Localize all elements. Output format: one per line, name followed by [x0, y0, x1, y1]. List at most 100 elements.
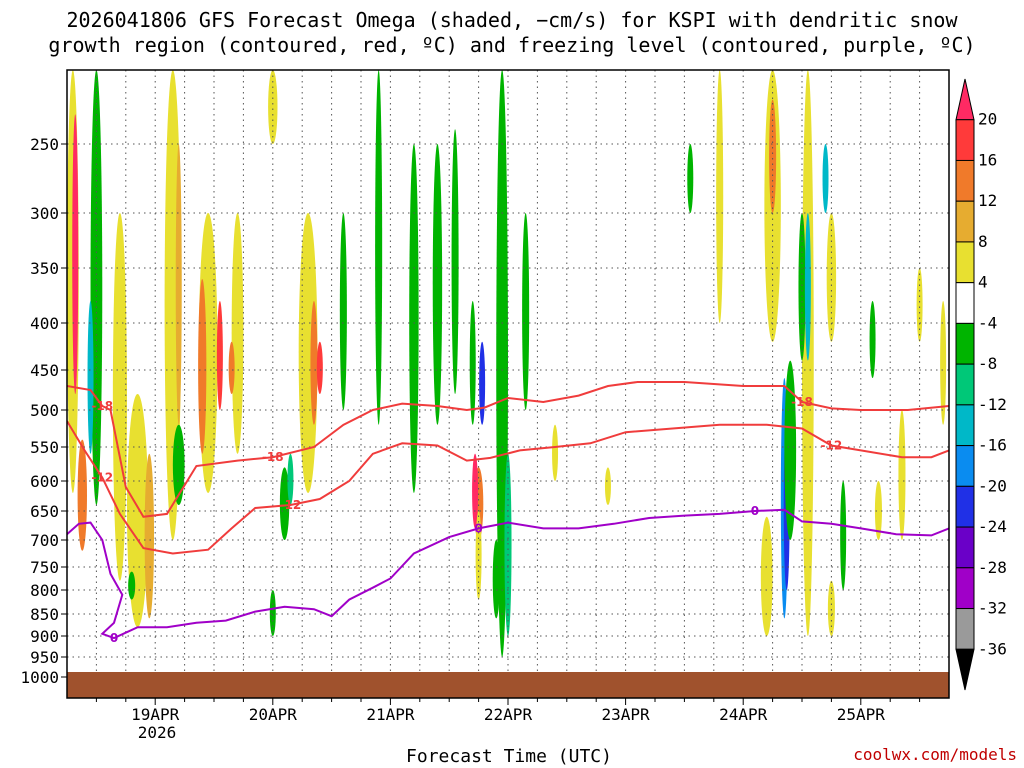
y-tick-label: 750 [30, 558, 59, 577]
omega-cell [339, 213, 347, 410]
y-tick-label: 950 [30, 648, 59, 667]
colorbar-swatch [955, 159, 975, 202]
omega-cell [269, 590, 276, 636]
omega-cell [898, 410, 906, 540]
y-tick-label: 1000 [20, 668, 59, 687]
omega-cell [268, 70, 278, 144]
colorbar-label: -32 [978, 599, 1007, 618]
omega-cell [827, 580, 835, 637]
colorbar-swatch [955, 485, 975, 528]
x-tick-label: 25APR [837, 705, 886, 724]
chart-title-line-2: growth region (contoured, red, ºC) and f… [48, 33, 975, 57]
x-axis-year-label: 2026 [138, 723, 177, 742]
omega-cell [504, 453, 512, 636]
y-tick-label: 850 [30, 605, 59, 624]
x-tick-label: 24APR [719, 705, 768, 724]
colorbar-label: 4 [978, 273, 988, 292]
x-axis: 19APR 20APR 21APR 22APR 23APR 24APR 25APR [95, 698, 921, 724]
contour-label--18: -18 [791, 395, 813, 409]
omega-cell [298, 213, 318, 493]
colorbar-swatch [955, 241, 975, 284]
omega-cell [112, 213, 127, 581]
x-tick-label: 23APR [602, 705, 651, 724]
colorbar-arrow-bottom [955, 648, 975, 691]
omega-cell [916, 268, 923, 342]
omega-cell [128, 571, 136, 600]
colorbar-swatch [955, 363, 975, 406]
omega-cell [172, 424, 185, 505]
omega-cell [784, 360, 797, 540]
omega-cell [77, 439, 87, 551]
omega-cell [310, 301, 318, 425]
omega-cell [279, 467, 290, 540]
omega-cell [451, 129, 459, 394]
colorbar-label: -8 [978, 354, 997, 373]
contour-label-0: 0 [751, 504, 759, 518]
omega-cell [826, 213, 837, 342]
colorbar-swatch [955, 526, 975, 569]
colorbar-label: 16 [978, 150, 997, 169]
y-tick-label: 300 [30, 204, 59, 223]
y-axis: 250 300 350 400 450 500 550 600 650 700 750 800 850 9… [20, 135, 67, 687]
omega-cell [126, 394, 149, 628]
y-tick-label: 900 [30, 627, 59, 646]
omega-cell [198, 279, 207, 454]
omega-cell [840, 481, 847, 590]
contour-label--12: -12 [91, 471, 113, 485]
omega-cell [175, 144, 182, 425]
y-tick-label: 700 [30, 531, 59, 550]
y-tick-label: 650 [30, 502, 59, 521]
contour-label--12: -12 [280, 498, 302, 512]
omega-cell [769, 99, 777, 213]
omega-cell [552, 424, 559, 481]
omega-cell [90, 70, 103, 505]
contour-label-0: 0 [474, 521, 482, 535]
colorbar-label: -4 [978, 313, 997, 332]
omega-shading [67, 70, 947, 657]
colorbar-label: 12 [978, 191, 997, 210]
omega-cell [822, 144, 829, 213]
omega-cell [72, 114, 79, 394]
omega-cell [687, 144, 694, 213]
x-tick-label: 19APR [131, 705, 180, 724]
credit-text: coolwx.com/models [853, 745, 1017, 764]
y-tick-label: 450 [30, 361, 59, 380]
colorbar-swatch [955, 119, 975, 161]
colorbar-label: 20 [978, 110, 997, 129]
y-tick-label: 400 [30, 314, 59, 333]
colorbar-label: 8 [978, 232, 988, 251]
omega-cell [216, 301, 223, 410]
colorbar-legend: 20 16 12 8 4 -4 -8 -12 -16 -20 -24 -28 -32 -36 [955, 78, 1007, 691]
colorbar-swatch [955, 608, 975, 650]
omega-cell [522, 213, 530, 410]
contour--12 [67, 420, 949, 555]
omega-cell [798, 212, 806, 361]
colorbar-label: -28 [978, 558, 1007, 577]
omega-cell [144, 453, 155, 619]
omega-cell [716, 70, 724, 323]
omega-cell [760, 516, 773, 637]
x-axis-title: Forecast Time (UTC) [406, 746, 612, 767]
colorbar-label: -24 [978, 517, 1007, 536]
omega-cell [432, 144, 443, 425]
colorbar-label: -20 [978, 476, 1007, 495]
y-tick-label: 500 [30, 401, 59, 420]
y-tick-label: 250 [30, 135, 59, 154]
colorbar-label: -16 [978, 436, 1007, 455]
omega-cell [874, 481, 882, 540]
omega-cell [409, 144, 419, 493]
y-tick-label: 550 [30, 438, 59, 457]
contour--18 [67, 381, 949, 518]
y-tick-label: 600 [30, 472, 59, 491]
y-tick-label: 800 [30, 581, 59, 600]
omega-cell [287, 453, 294, 505]
colorbar-swatch [955, 322, 975, 365]
colorbar-swatch [955, 200, 975, 243]
colorbar-arrow-top [955, 78, 975, 121]
omega-cell [228, 341, 235, 394]
omega-cell [375, 70, 383, 425]
colorbar-label: -36 [978, 639, 1007, 658]
contour-0 [67, 508, 949, 640]
x-tick-label: 20APR [249, 705, 298, 724]
omega-cell [869, 301, 876, 378]
